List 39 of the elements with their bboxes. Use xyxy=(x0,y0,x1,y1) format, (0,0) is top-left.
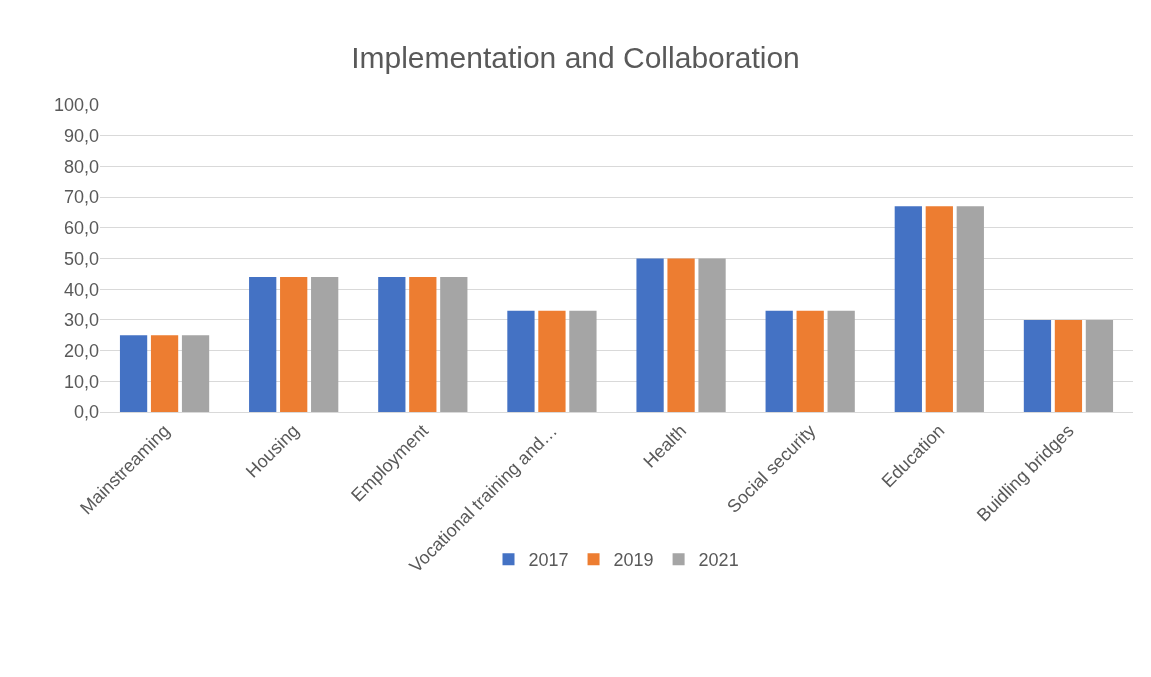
bar xyxy=(181,335,210,412)
bar xyxy=(636,258,664,412)
y-tick-label: 10,0 xyxy=(63,371,99,392)
y-tick-label: 30,0 xyxy=(63,310,99,331)
bar xyxy=(1085,319,1114,412)
y-tick-label: 60,0 xyxy=(63,218,99,239)
bar xyxy=(569,310,597,412)
bar xyxy=(119,335,148,412)
y-tick-label: 80,0 xyxy=(63,156,99,177)
bar xyxy=(507,310,535,412)
bar xyxy=(667,258,695,412)
y-tick-label: 50,0 xyxy=(63,248,99,269)
bar xyxy=(827,310,855,412)
bar xyxy=(249,276,277,412)
y-tick-label: 20,0 xyxy=(63,340,99,361)
bar xyxy=(956,206,984,412)
bar xyxy=(440,276,468,412)
bar xyxy=(796,310,824,412)
bar xyxy=(1023,319,1052,412)
legend-label: 2021 xyxy=(698,550,739,571)
bar xyxy=(280,276,308,412)
bar xyxy=(378,276,406,412)
y-tick-label: 0,0 xyxy=(73,402,99,423)
y-tick-label: 90,0 xyxy=(63,126,99,146)
bar xyxy=(698,258,726,412)
chart-title: Implementation and Collaboration xyxy=(351,41,800,75)
bar xyxy=(894,206,922,412)
bar xyxy=(538,310,566,412)
legend-label: 2019 xyxy=(613,550,654,571)
y-tick-label: 70,0 xyxy=(63,187,99,208)
y-tick-label: 40,0 xyxy=(63,279,99,300)
bar xyxy=(1054,319,1083,412)
bar xyxy=(311,276,339,412)
bar xyxy=(409,276,437,412)
y-tick-label: 100,0 xyxy=(53,95,99,116)
legend-label: 2017 xyxy=(528,550,569,571)
bar xyxy=(150,335,179,412)
bar xyxy=(925,206,953,412)
bar xyxy=(765,310,793,412)
